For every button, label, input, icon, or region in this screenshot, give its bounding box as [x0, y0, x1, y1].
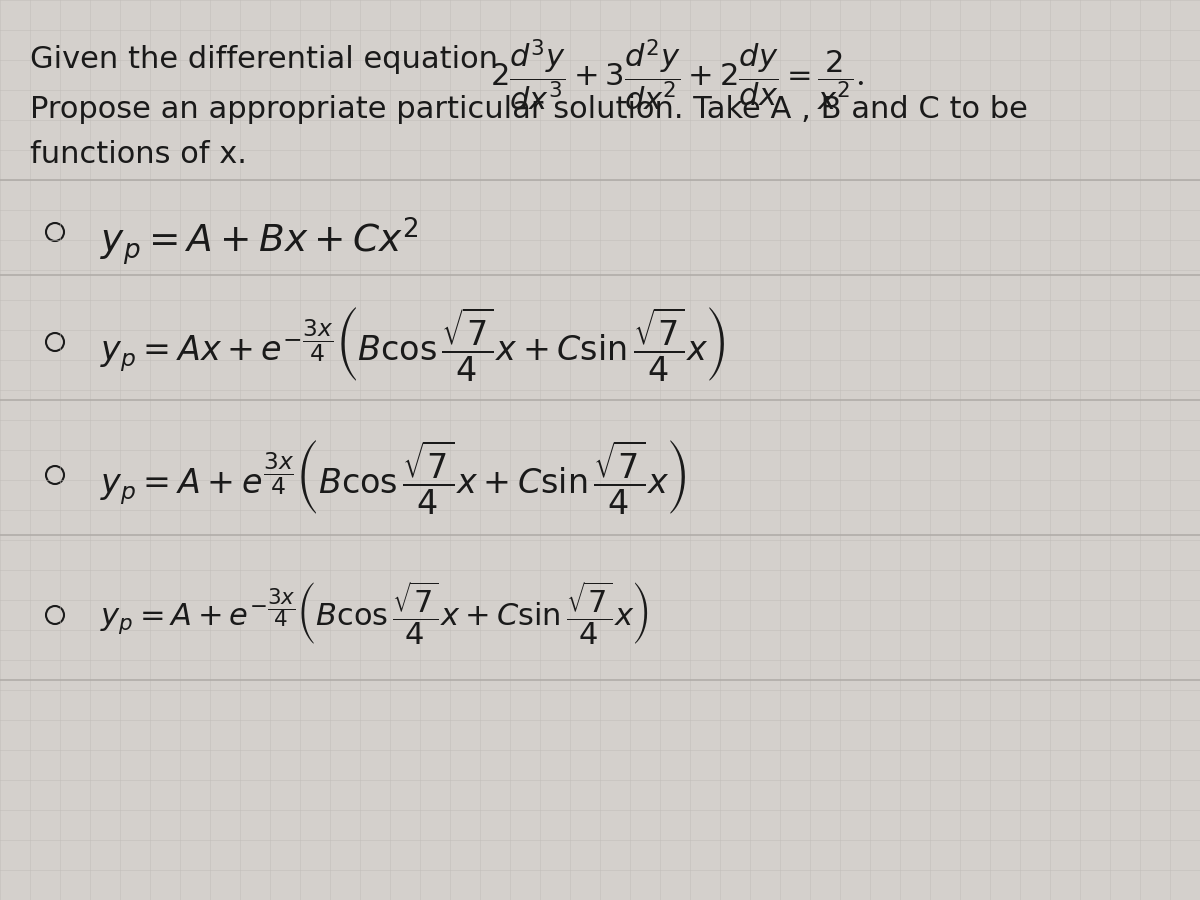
Text: Given the differential equation: Given the differential equation	[30, 45, 498, 74]
Text: $y_p = A + e^{\dfrac{3x}{4}} \left(B \cos \dfrac{\sqrt{7}}{4}x + C \sin \dfrac{\: $y_p = A + e^{\dfrac{3x}{4}} \left(B \co…	[100, 438, 686, 516]
Text: functions of x.: functions of x.	[30, 140, 247, 169]
Text: $y_p = Ax + e^{-\dfrac{3x}{4}} \left(B \cos \dfrac{\sqrt{7}}{4}x + C \sin \dfrac: $y_p = Ax + e^{-\dfrac{3x}{4}} \left(B \…	[100, 305, 726, 383]
Text: $y_p = A + Bx + Cx^2$: $y_p = A + Bx + Cx^2$	[100, 215, 419, 266]
Text: $2\dfrac{d^3y}{dx^3} + 3\dfrac{d^2y}{dx^2} + 2\dfrac{dy}{dx} = \dfrac{2}{x^2}$.: $2\dfrac{d^3y}{dx^3} + 3\dfrac{d^2y}{dx^…	[490, 38, 864, 113]
Text: Propose an appropriate particular solution. Take A , B and C to be: Propose an appropriate particular soluti…	[30, 95, 1028, 124]
Text: $y_p = A + e^{-\dfrac{3x}{4}} \left(B \cos \dfrac{\sqrt{7}}{4}x + C \sin \dfrac{: $y_p = A + e^{-\dfrac{3x}{4}} \left(B \c…	[100, 580, 648, 647]
